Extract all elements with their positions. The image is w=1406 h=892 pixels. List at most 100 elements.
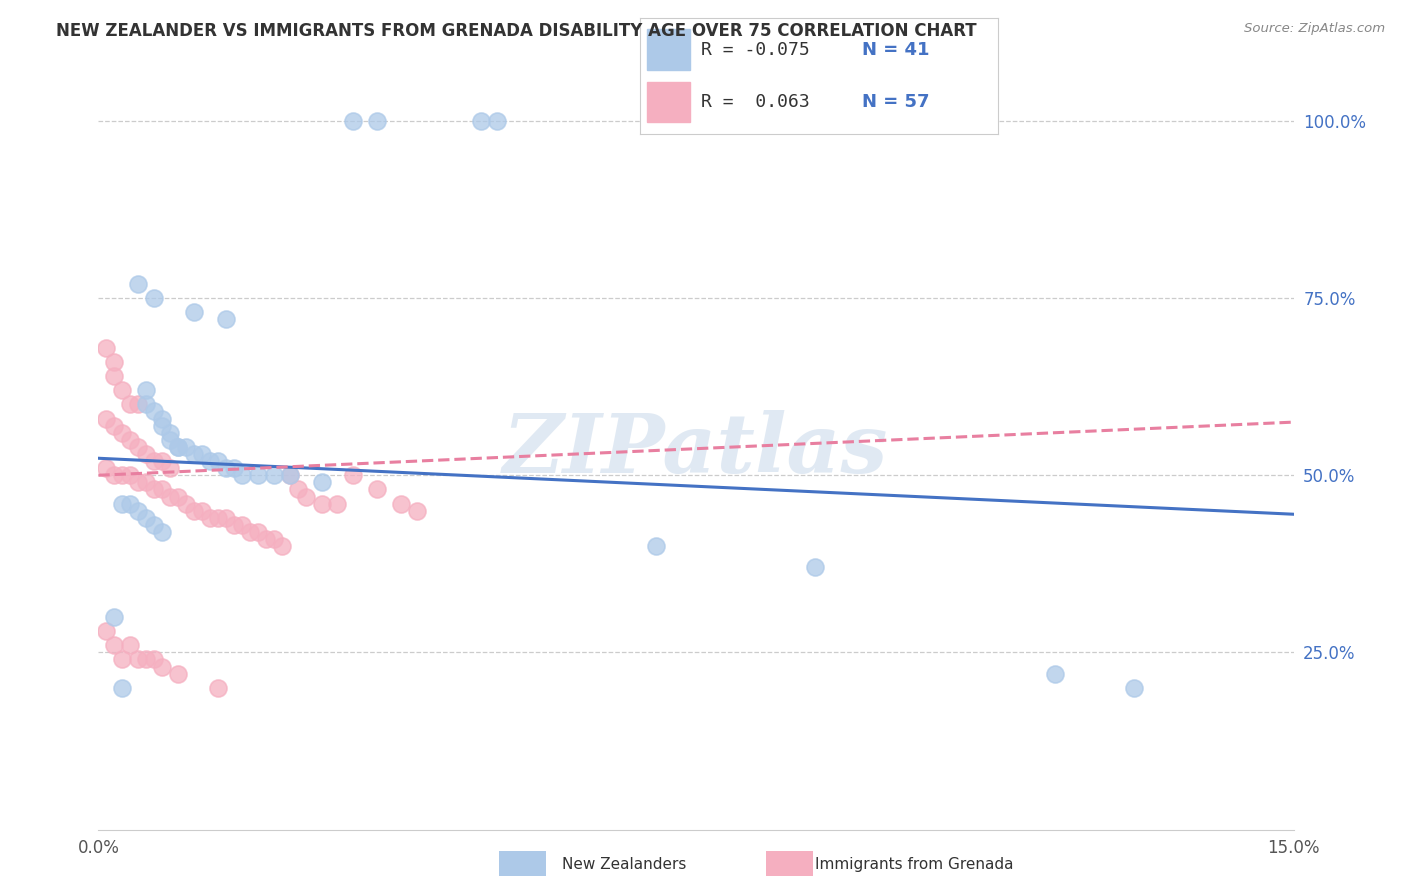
Point [111,383,134,397]
Point [342,114,364,128]
Point [222,461,245,475]
Point [120,497,142,511]
Point [127,440,149,454]
Point [103,468,125,483]
Point [103,638,125,652]
Point [246,468,269,483]
Point [96,461,118,475]
Point [198,454,221,468]
Point [231,517,253,532]
Point [167,666,190,681]
Point [143,291,166,305]
Point [127,475,149,490]
Point [103,369,125,384]
Point [246,524,269,539]
Point [263,468,285,483]
Point [96,411,118,425]
Point [150,418,173,433]
Point [645,539,668,553]
Point [389,497,412,511]
Point [311,475,333,490]
Point [311,497,333,511]
Point [1043,666,1066,681]
Point [103,418,125,433]
Text: ZIPatlas: ZIPatlas [503,410,889,491]
Point [270,539,292,553]
Point [485,114,508,128]
Point [143,454,166,468]
Text: Immigrants from Grenada: Immigrants from Grenada [815,857,1014,872]
Point [174,497,197,511]
Point [294,490,316,504]
Point [159,490,181,504]
Text: NEW ZEALANDER VS IMMIGRANTS FROM GRENADA DISABILITY AGE OVER 75 CORRELATION CHAR: NEW ZEALANDER VS IMMIGRANTS FROM GRENADA… [56,22,977,40]
Point [143,652,166,666]
Point [150,524,173,539]
Point [159,425,181,440]
Point [326,497,349,511]
Point [135,652,157,666]
Point [167,440,190,454]
Point [183,447,205,461]
Point [135,510,157,524]
Point [215,461,238,475]
Point [111,425,134,440]
Point [120,397,142,411]
Point [120,638,142,652]
Point [127,277,149,291]
Text: R =  0.063: R = 0.063 [700,94,810,112]
Point [406,504,429,518]
Text: Source: ZipAtlas.com: Source: ZipAtlas.com [1244,22,1385,36]
Point [1123,681,1146,695]
Point [278,468,301,483]
Text: N = 41: N = 41 [862,41,929,59]
Point [191,504,214,518]
Point [96,624,118,639]
Point [222,517,245,532]
Point [804,560,827,574]
Point [263,532,285,546]
Point [103,610,125,624]
Point [111,497,134,511]
Point [167,490,190,504]
Point [231,468,253,483]
Point [103,355,125,369]
Point [366,483,388,497]
Point [135,475,157,490]
Point [167,440,190,454]
Point [127,397,149,411]
Point [111,681,134,695]
Point [111,468,134,483]
Point [135,447,157,461]
Point [159,461,181,475]
Point [239,524,262,539]
Point [183,305,205,319]
Text: N = 57: N = 57 [862,94,929,112]
Point [174,440,197,454]
Point [150,454,173,468]
Point [150,659,173,673]
Point [127,504,149,518]
Point [135,383,157,397]
Point [96,341,118,355]
Point [143,404,166,418]
Point [143,483,166,497]
Text: New Zealanders: New Zealanders [562,857,686,872]
Point [215,510,238,524]
Point [287,483,309,497]
Point [159,433,181,447]
Point [191,447,214,461]
Point [207,681,229,695]
Point [111,652,134,666]
Point [198,510,221,524]
Point [127,652,149,666]
Point [183,504,205,518]
Point [278,468,301,483]
Point [120,468,142,483]
Point [207,510,229,524]
Text: R = -0.075: R = -0.075 [700,41,810,59]
Point [366,114,388,128]
Point [470,114,492,128]
Point [120,433,142,447]
FancyBboxPatch shape [647,29,690,70]
